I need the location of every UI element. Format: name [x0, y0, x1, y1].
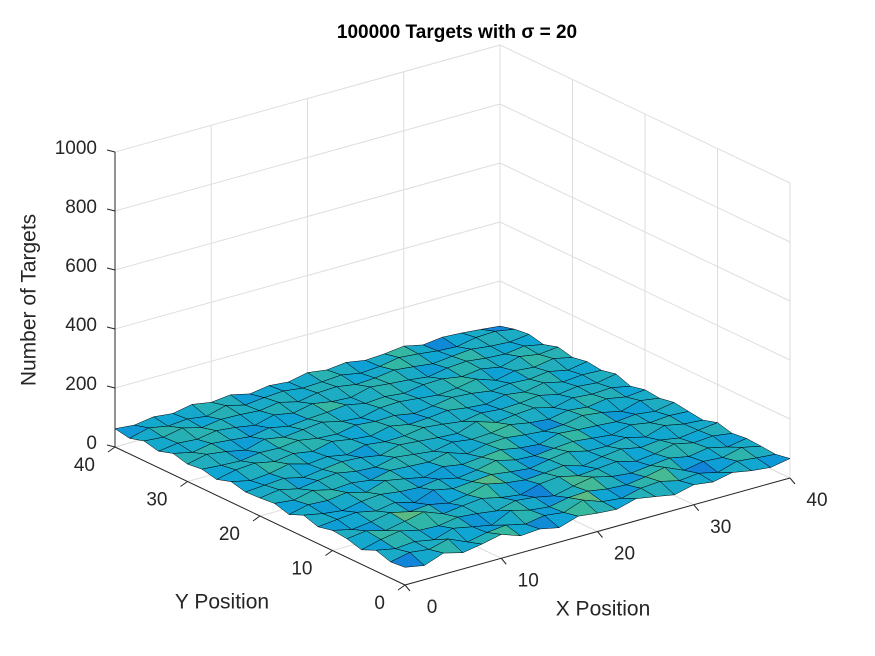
z-tick-label: 200	[65, 374, 97, 395]
grid-line	[499, 280, 791, 420]
z-tick	[106, 267, 116, 271]
y-tick-label: 40	[74, 455, 95, 476]
y-tick	[397, 584, 406, 591]
z-tick-label: 600	[65, 256, 97, 277]
x-tick-label: 0	[427, 597, 438, 618]
y-tick-label: 30	[146, 490, 167, 511]
x-tick	[597, 531, 603, 538]
grid-line	[499, 162, 791, 302]
z-tick-label: 800	[65, 197, 97, 218]
y-tick-label: 10	[291, 559, 312, 580]
z-tick	[106, 444, 116, 448]
z-tick	[106, 385, 116, 389]
grid-line	[114, 221, 501, 330]
x-axis-label: X Position	[556, 598, 651, 621]
z-tick	[106, 208, 116, 212]
z-tick	[106, 326, 116, 330]
x-tick	[693, 504, 700, 512]
z-axis-label: Number of Targets	[18, 214, 41, 386]
grid-line	[499, 103, 791, 243]
x-tick	[404, 584, 411, 592]
z-tick-label: 1000	[55, 138, 97, 159]
x-tick-label: 30	[710, 517, 731, 538]
x-tick	[789, 477, 796, 485]
grid-line	[499, 44, 791, 184]
grid-line	[114, 280, 501, 389]
grid-line	[499, 221, 791, 361]
y-tick-label: 20	[219, 524, 240, 545]
y-tick	[325, 550, 333, 556]
z-tick-label: 0	[86, 433, 97, 454]
x-tick-label: 20	[614, 544, 635, 565]
y-tick-label: 0	[374, 593, 385, 614]
y-tick	[252, 515, 261, 522]
grid-line	[114, 162, 501, 271]
x-tick	[500, 557, 507, 565]
chart-title: 100000 Targets with σ = 20	[337, 22, 577, 43]
z-tick	[106, 149, 116, 153]
z-tick-label: 400	[65, 315, 97, 336]
y-tick	[107, 446, 116, 453]
grid-line	[114, 44, 501, 153]
x-tick-label: 10	[518, 570, 539, 591]
y-axis-label: Y Position	[175, 591, 269, 614]
x-tick-label: 40	[806, 490, 827, 511]
y-tick	[180, 481, 188, 487]
surface-face	[390, 552, 425, 568]
grid-line	[114, 103, 501, 212]
